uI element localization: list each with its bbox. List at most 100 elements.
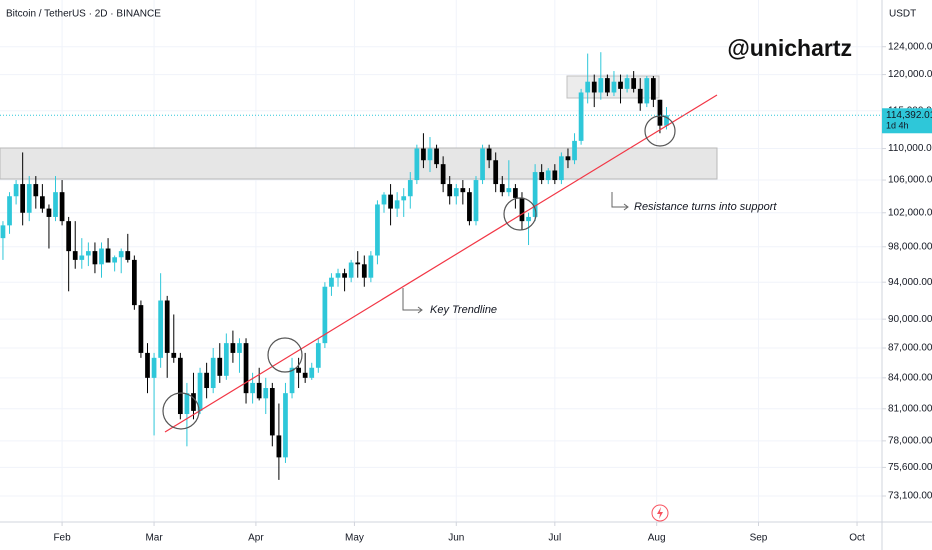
candle-body <box>453 188 459 197</box>
candle-body <box>296 367 301 373</box>
y-tick-label: 73,100.00 <box>888 491 932 502</box>
candle-body <box>138 305 144 353</box>
candle-body <box>532 172 538 217</box>
y-tick-label: 98,000.00 <box>888 241 932 252</box>
candle-body <box>559 156 564 181</box>
candle-body <box>342 273 347 278</box>
candle-body <box>13 184 19 197</box>
y-tick-label: 120,000.00 <box>888 69 932 80</box>
candle-body <box>243 343 249 394</box>
candle-body <box>131 259 137 306</box>
candle-body <box>473 180 479 222</box>
annotation: Resistance turns into support <box>634 201 777 213</box>
candle-body <box>250 382 255 394</box>
candle-body <box>26 184 32 213</box>
candle-body <box>92 251 98 265</box>
touch-circle <box>267 337 303 373</box>
y-tick-label: 90,000.00 <box>888 314 932 325</box>
currency-label: USDT <box>889 9 916 20</box>
candle-body <box>407 180 413 197</box>
candle-body <box>651 78 656 100</box>
annotation-arrow <box>623 203 629 211</box>
x-tick-label: Aug <box>648 533 666 544</box>
candle-body <box>335 273 341 278</box>
y-tick-label: 87,000.00 <box>888 343 932 354</box>
candle-body <box>99 248 104 265</box>
candle-body <box>223 343 229 376</box>
candle-body <box>578 92 584 141</box>
candle-body <box>493 160 499 185</box>
candle-body <box>381 194 387 205</box>
countdown-label: 1d 4h <box>886 121 909 131</box>
y-tick-label: 106,000.00 <box>888 175 932 186</box>
candle-body <box>158 300 163 358</box>
candle-body <box>112 257 118 263</box>
y-tick-label: 102,000.00 <box>888 207 932 218</box>
candle-body <box>53 192 58 217</box>
candle-body <box>427 148 433 161</box>
candle-body <box>637 88 643 104</box>
candle-body <box>624 78 630 89</box>
candle-body <box>657 99 663 126</box>
candle-body <box>565 156 571 161</box>
candle-body <box>591 81 597 93</box>
candle-body <box>644 78 650 104</box>
candle-body <box>519 197 525 222</box>
candle-body <box>217 357 223 376</box>
candle-body <box>289 367 295 394</box>
candle-body <box>545 170 551 181</box>
grid <box>0 0 882 522</box>
y-tick-label: 75,600.00 <box>888 462 932 473</box>
candle-body <box>0 225 6 239</box>
candle-body <box>506 188 512 193</box>
candle-body <box>204 372 209 389</box>
annotation-arrow <box>417 306 423 314</box>
candle-body <box>440 164 446 185</box>
candle-body <box>210 357 216 389</box>
candle-body <box>434 148 439 165</box>
annotation: Key Trendline <box>430 304 497 316</box>
candle-body <box>329 277 334 287</box>
candle-body <box>269 388 275 436</box>
candle-body <box>184 393 190 415</box>
candle-body <box>151 357 157 378</box>
y-tick-label: 81,000.00 <box>888 403 932 414</box>
y-tick-label: 84,000.00 <box>888 372 932 383</box>
candle-body <box>105 248 111 263</box>
axes: 124,000.00120,000.00115,000.00110,000.00… <box>0 41 932 544</box>
candle-body <box>539 172 545 181</box>
candle-body <box>322 286 328 344</box>
x-tick-label: Apr <box>248 533 264 544</box>
support-zone <box>0 147 718 180</box>
candle-body <box>177 357 183 415</box>
candles <box>0 52 669 480</box>
annotation-arrow <box>402 288 422 311</box>
touch-circle <box>162 392 200 430</box>
candle-body <box>72 251 78 260</box>
last-price-box <box>882 108 932 134</box>
candle-body <box>191 393 196 411</box>
candle-body <box>421 148 426 161</box>
candle-body <box>401 196 407 201</box>
candle-body <box>33 184 39 197</box>
candle-body <box>40 196 45 209</box>
candle-body <box>85 251 91 256</box>
watermark: @unichartz <box>727 35 852 61</box>
candle-body <box>388 194 393 209</box>
candle-body <box>526 216 531 222</box>
trendline <box>164 94 718 433</box>
candle-body <box>230 343 236 353</box>
candle-body <box>611 81 617 93</box>
candle-body <box>46 208 52 217</box>
candle-body <box>394 200 400 209</box>
candle-body <box>355 262 361 265</box>
candle-body <box>237 343 242 353</box>
candle-body <box>368 255 374 278</box>
annotation-arrow <box>611 192 628 208</box>
x-tick-label: Jul <box>548 533 561 544</box>
x-tick-label: May <box>345 533 364 544</box>
candle-body <box>552 170 558 181</box>
candle-body <box>309 367 315 378</box>
